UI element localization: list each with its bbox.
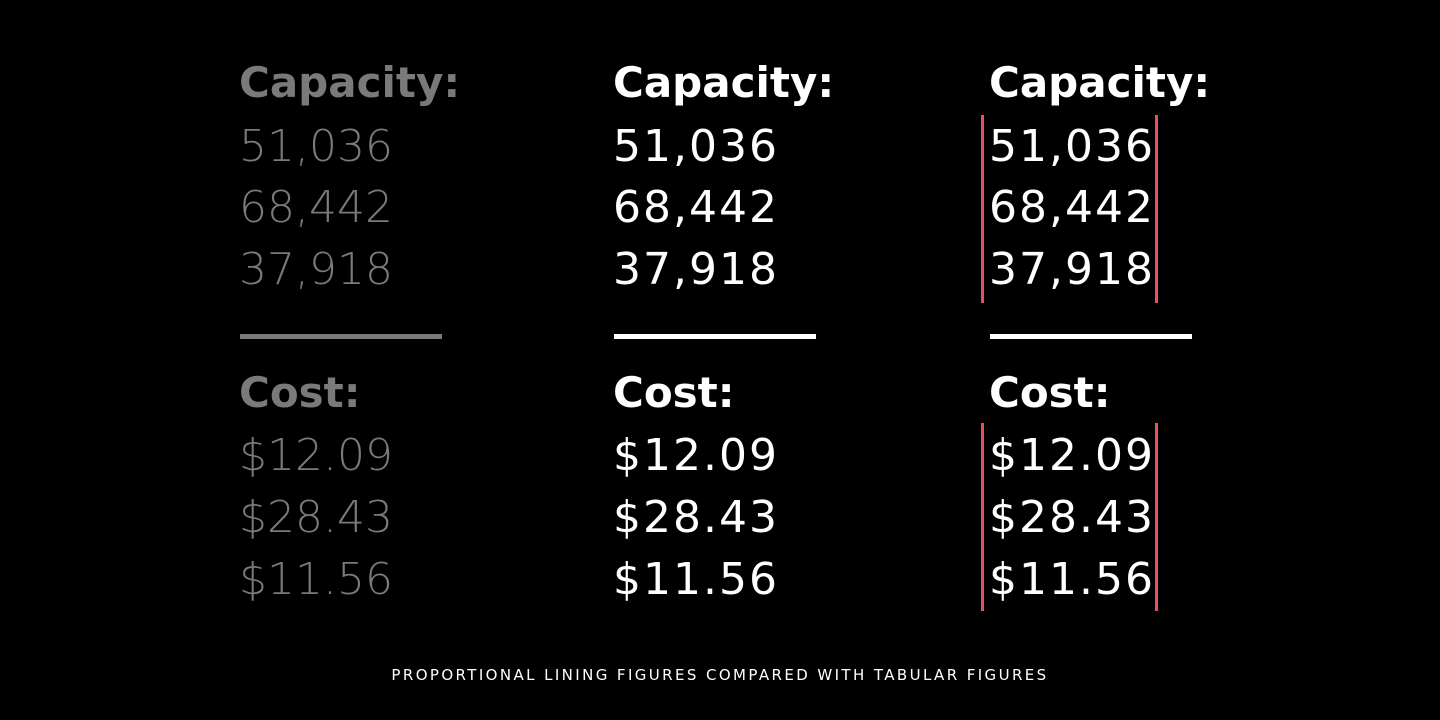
alignment-guide-line xyxy=(1155,115,1158,303)
cost-value: $12.09 xyxy=(613,430,779,481)
cost-heading: Cost: xyxy=(239,368,361,417)
capacity-value: 68,442 xyxy=(239,182,393,233)
column-proportional: Capacity: 51,036 68,442 37,918 Cost: $12… xyxy=(239,0,499,640)
section-divider xyxy=(240,334,442,339)
capacity-value: 37,918 xyxy=(239,244,393,295)
alignment-guide-line xyxy=(981,115,984,303)
capacity-value: 37,918 xyxy=(613,244,779,295)
cost-value: $12.09 xyxy=(239,430,393,481)
capacity-value: 51,036 xyxy=(613,121,779,172)
capacity-heading: Capacity: xyxy=(239,58,461,107)
column-tabular-guides: Capacity: 51,036 68,442 37,918 Cost: $12… xyxy=(981,0,1249,640)
cost-value: $11.56 xyxy=(613,554,779,605)
capacity-value: 37,918 xyxy=(989,244,1155,295)
cost-value: $28.43 xyxy=(239,492,393,543)
capacity-value: 68,442 xyxy=(989,182,1155,233)
capacity-value: 51,036 xyxy=(239,121,393,172)
cost-value: $12.09 xyxy=(989,430,1155,481)
cost-heading: Cost: xyxy=(989,368,1111,417)
cost-value: $28.43 xyxy=(989,492,1155,543)
cost-value: $28.43 xyxy=(613,492,779,543)
alignment-guide-line xyxy=(981,423,984,611)
cost-value: $11.56 xyxy=(989,554,1155,605)
capacity-heading: Capacity: xyxy=(989,58,1211,107)
section-divider xyxy=(990,334,1192,339)
section-divider xyxy=(614,334,816,339)
alignment-guide-line xyxy=(1155,423,1158,611)
capacity-value: 68,442 xyxy=(613,182,779,233)
capacity-value: 51,036 xyxy=(989,121,1155,172)
column-tabular: Capacity: 51,036 68,442 37,918 Cost: $12… xyxy=(613,0,873,640)
cost-value: $11.56 xyxy=(239,554,393,605)
caption: PROPORTIONAL LINING FIGURES COMPARED WIT… xyxy=(391,666,1049,684)
cost-heading: Cost: xyxy=(613,368,735,417)
capacity-heading: Capacity: xyxy=(613,58,835,107)
